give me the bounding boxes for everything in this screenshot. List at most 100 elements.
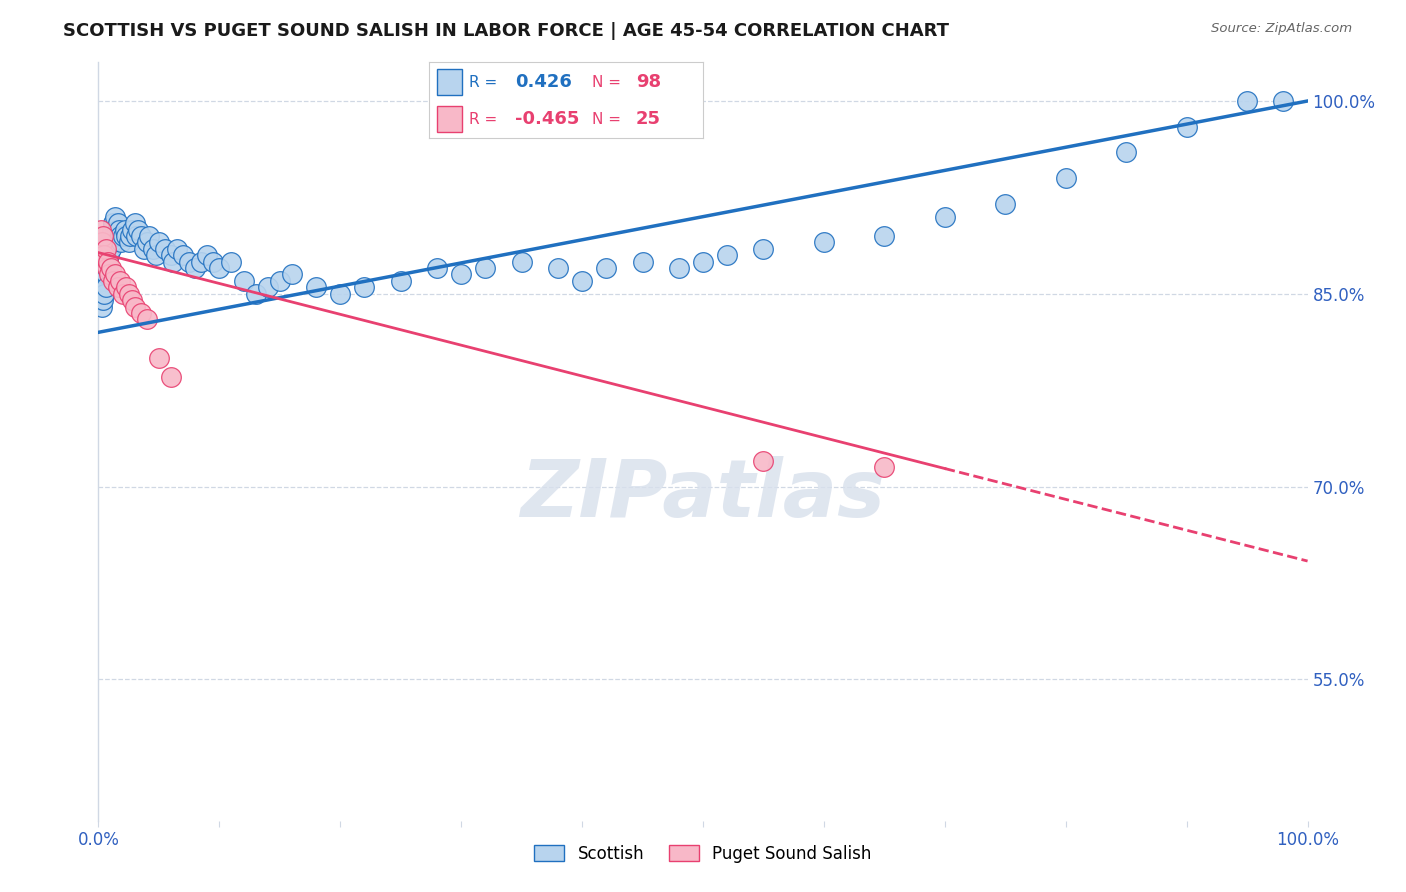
Point [94, 242, 117, 256]
Point [104, 268, 127, 282]
Point [153, 242, 176, 256]
Point [426, 261, 449, 276]
Point [1054, 171, 1077, 186]
Point [96, 261, 118, 276]
Point [94, 254, 117, 268]
Point [145, 248, 167, 262]
Point [114, 222, 136, 236]
Point [98, 268, 121, 282]
Point [208, 261, 231, 276]
Text: R =: R = [468, 75, 496, 90]
Point [98, 235, 121, 250]
Point [91, 300, 114, 314]
Point [118, 228, 141, 243]
Point [571, 274, 593, 288]
Point [96, 261, 118, 276]
Point [93, 248, 115, 262]
Point [752, 454, 775, 468]
Point [353, 280, 375, 294]
Point [281, 268, 304, 282]
Point [94, 268, 117, 282]
Point [91, 248, 114, 262]
Text: 0.426: 0.426 [515, 73, 572, 91]
Point [94, 280, 117, 294]
Point [1115, 145, 1137, 160]
Point [118, 235, 141, 250]
Point [1236, 94, 1258, 108]
Point [450, 268, 472, 282]
Point [93, 286, 115, 301]
Point [245, 286, 267, 301]
Point [934, 210, 956, 224]
Text: -0.465: -0.465 [515, 111, 579, 128]
Point [547, 261, 569, 276]
Point [994, 196, 1017, 211]
Point [100, 228, 122, 243]
Point [100, 261, 122, 276]
Text: N =: N = [592, 75, 621, 90]
Point [93, 248, 115, 262]
Point [91, 235, 114, 250]
Point [90, 261, 112, 276]
Point [305, 280, 328, 294]
Point [100, 222, 122, 236]
Point [108, 228, 131, 243]
Point [631, 254, 654, 268]
Point [97, 254, 120, 268]
Point [510, 254, 533, 268]
Point [105, 222, 128, 236]
Point [692, 254, 714, 268]
Legend: Scottish, Puget Sound Salish: Scottish, Puget Sound Salish [527, 838, 879, 869]
Point [269, 274, 291, 288]
Point [873, 460, 896, 475]
Point [94, 242, 117, 256]
Point [752, 242, 775, 256]
Point [129, 228, 152, 243]
Point [104, 210, 127, 224]
Point [179, 254, 201, 268]
Point [90, 274, 112, 288]
Point [103, 228, 125, 243]
Point [90, 286, 112, 301]
Point [184, 261, 207, 276]
Point [121, 222, 143, 236]
Text: R =: R = [468, 112, 496, 127]
Point [107, 216, 129, 230]
Point [813, 235, 835, 250]
Point [115, 228, 138, 243]
Point [221, 254, 243, 268]
Point [93, 261, 115, 276]
Point [716, 248, 738, 262]
Point [111, 228, 134, 243]
Point [93, 254, 115, 268]
Point [91, 274, 114, 288]
Point [195, 248, 218, 262]
Point [135, 235, 157, 250]
Point [135, 312, 157, 326]
FancyBboxPatch shape [437, 70, 461, 95]
Point [329, 286, 352, 301]
Point [160, 370, 183, 384]
Point [100, 235, 122, 250]
Point [160, 248, 183, 262]
Point [127, 222, 149, 236]
Text: ZIPatlas: ZIPatlas [520, 456, 886, 533]
Point [162, 254, 184, 268]
Point [142, 242, 165, 256]
Point [91, 268, 114, 282]
Point [134, 242, 156, 256]
Point [96, 248, 118, 262]
Point [108, 222, 131, 236]
Point [668, 261, 690, 276]
Point [121, 293, 143, 308]
Point [138, 228, 160, 243]
Point [474, 261, 496, 276]
Point [129, 306, 152, 320]
Point [108, 274, 131, 288]
Point [172, 248, 194, 262]
Point [256, 280, 278, 294]
Point [107, 280, 129, 294]
Point [124, 300, 146, 314]
Text: 25: 25 [636, 111, 661, 128]
Point [124, 216, 146, 230]
